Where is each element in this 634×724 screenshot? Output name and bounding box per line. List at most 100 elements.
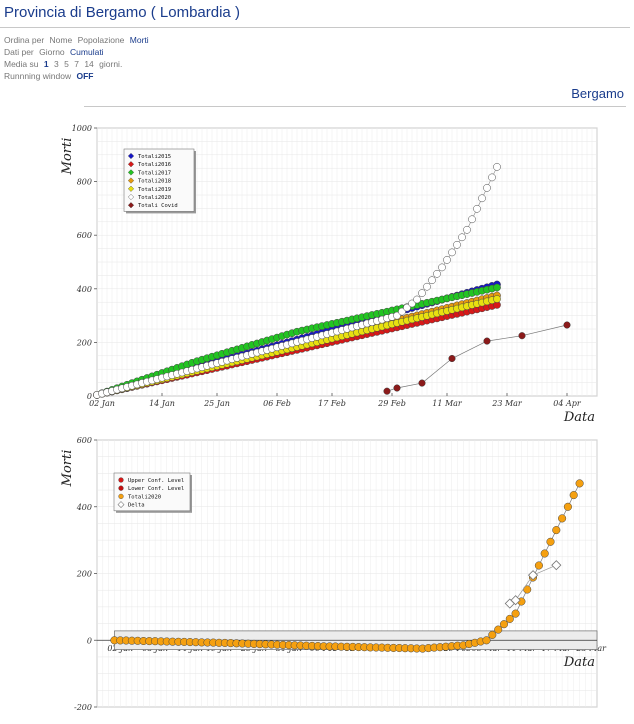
data-point [552,526,561,535]
mean-label: Media su [4,59,39,69]
data-point [488,173,496,182]
y-tick-label: -200 [74,703,92,712]
y-tick-label: 1000 [72,124,92,133]
data-by-day-link[interactable]: Giorno [39,47,65,57]
sort-by-deaths-link[interactable]: Morti [129,35,149,45]
legend: Totali2015 Totali2016 Totali2017 Totali2018… [123,148,196,214]
section-divider [84,106,626,107]
legend-entry: Totali2017 [138,170,171,176]
page-title: Provincia di Bergamo ( Lombardia ) [4,4,240,21]
mean-3-link[interactable]: 3 [53,59,59,69]
series-totali-covid [383,321,571,395]
data-point [443,256,451,264]
x-tick-label: 17 Feb [318,399,346,408]
data-point [563,321,571,329]
data-point [463,225,471,234]
legend-marker [118,485,124,491]
legend-marker [117,501,125,509]
legend-entry: Totali2020 [138,195,171,201]
y-axis-label: Morti [60,138,75,176]
legend-marker [127,202,135,209]
running-window-option: Runnning window OFF [4,71,96,81]
legend-marker [127,152,135,160]
data-point [448,354,456,363]
legend-marker [127,193,135,201]
legend-entry: Totali2020 [128,494,161,500]
sort-by-name-link[interactable]: Nome [49,35,73,45]
legend-entry: Totali2019 [138,187,171,193]
mean-options: Media su 1 3 5 7 14 giorni. [4,59,125,69]
y-tick-label: 800 [77,178,92,187]
mean-7-link[interactable]: 7 [74,59,79,69]
y-tick-label: 200 [76,570,92,579]
data-point [483,337,491,345]
legend-marker [127,161,135,168]
data-point [534,561,543,570]
sort-label: Ordina per [4,35,45,45]
data-point [473,204,481,213]
data-point [423,282,431,291]
y-tick-label: 400 [76,503,92,512]
legend-entry: Upper Conf. Level [128,478,184,484]
legend-marker [127,169,135,176]
legend-entry: Totali Covid [138,203,178,209]
legend-marker [127,185,135,192]
x-axis-label: Data [563,410,595,425]
sort-options: Ordina per Nome Popolazione Morti [4,35,152,45]
data-point [494,625,503,634]
x-tick-label: 02 Jan [89,399,115,408]
x-tick-label: 11 Mar [432,399,463,408]
sort-by-population-link[interactable]: Popolazione [77,35,125,45]
section-title: Bergamo [571,86,624,101]
data-point [448,248,456,257]
data-point [418,379,426,387]
legend-marker [127,177,135,184]
mean-1-link[interactable]: 1 [43,59,49,69]
mean-14-link[interactable]: 14 [84,59,94,69]
data-point [569,491,578,500]
data-by-cumulative-link[interactable]: Cumulati [70,47,104,57]
legend-entry: Totali2015 [138,154,171,160]
title-divider [0,27,630,28]
data-point [403,303,411,312]
y-tick-label: 600 [77,231,92,240]
data-point [453,240,461,249]
data-point [551,560,562,571]
data-point [398,307,406,316]
x-tick-label: 04 Apr [553,399,582,408]
data-point [468,215,476,224]
data-point [393,384,401,392]
data-point [483,184,491,192]
data-point [510,595,521,606]
x-tick-label: 25 Jan [203,399,230,408]
x-tick-label: 06 Feb [263,399,291,408]
data-point [493,295,501,303]
running-window-label: Runnning window [4,71,72,81]
data-point [511,609,520,618]
data-point [493,163,501,171]
data-point [438,263,446,272]
data-point [493,283,501,292]
series-totali2020 [93,163,501,399]
data-point [558,514,567,523]
legend-marker [118,477,124,483]
y-tick-label: 600 [77,436,92,445]
y-tick-label: 0 [87,392,92,401]
data-point [408,299,416,308]
x-tick-label: 23 Mar [491,399,523,408]
data-point [575,479,584,488]
x-tick-label: 14 Jan [149,399,175,408]
mean-5-link[interactable]: 5 [64,59,69,69]
data-point [393,311,401,320]
legend-box [123,148,195,212]
data-point [499,620,509,629]
x-axis-label: Data [563,655,595,670]
legend: Upper Conf. Level Lower Conf. Level Totali… [113,472,192,513]
y-tick-label: 0 [87,636,92,645]
data-point [418,289,426,297]
data-point [563,502,572,511]
data-point [527,570,539,581]
running-window-toggle[interactable]: OFF [76,71,94,81]
mean-suffix: giorni. [99,59,123,69]
